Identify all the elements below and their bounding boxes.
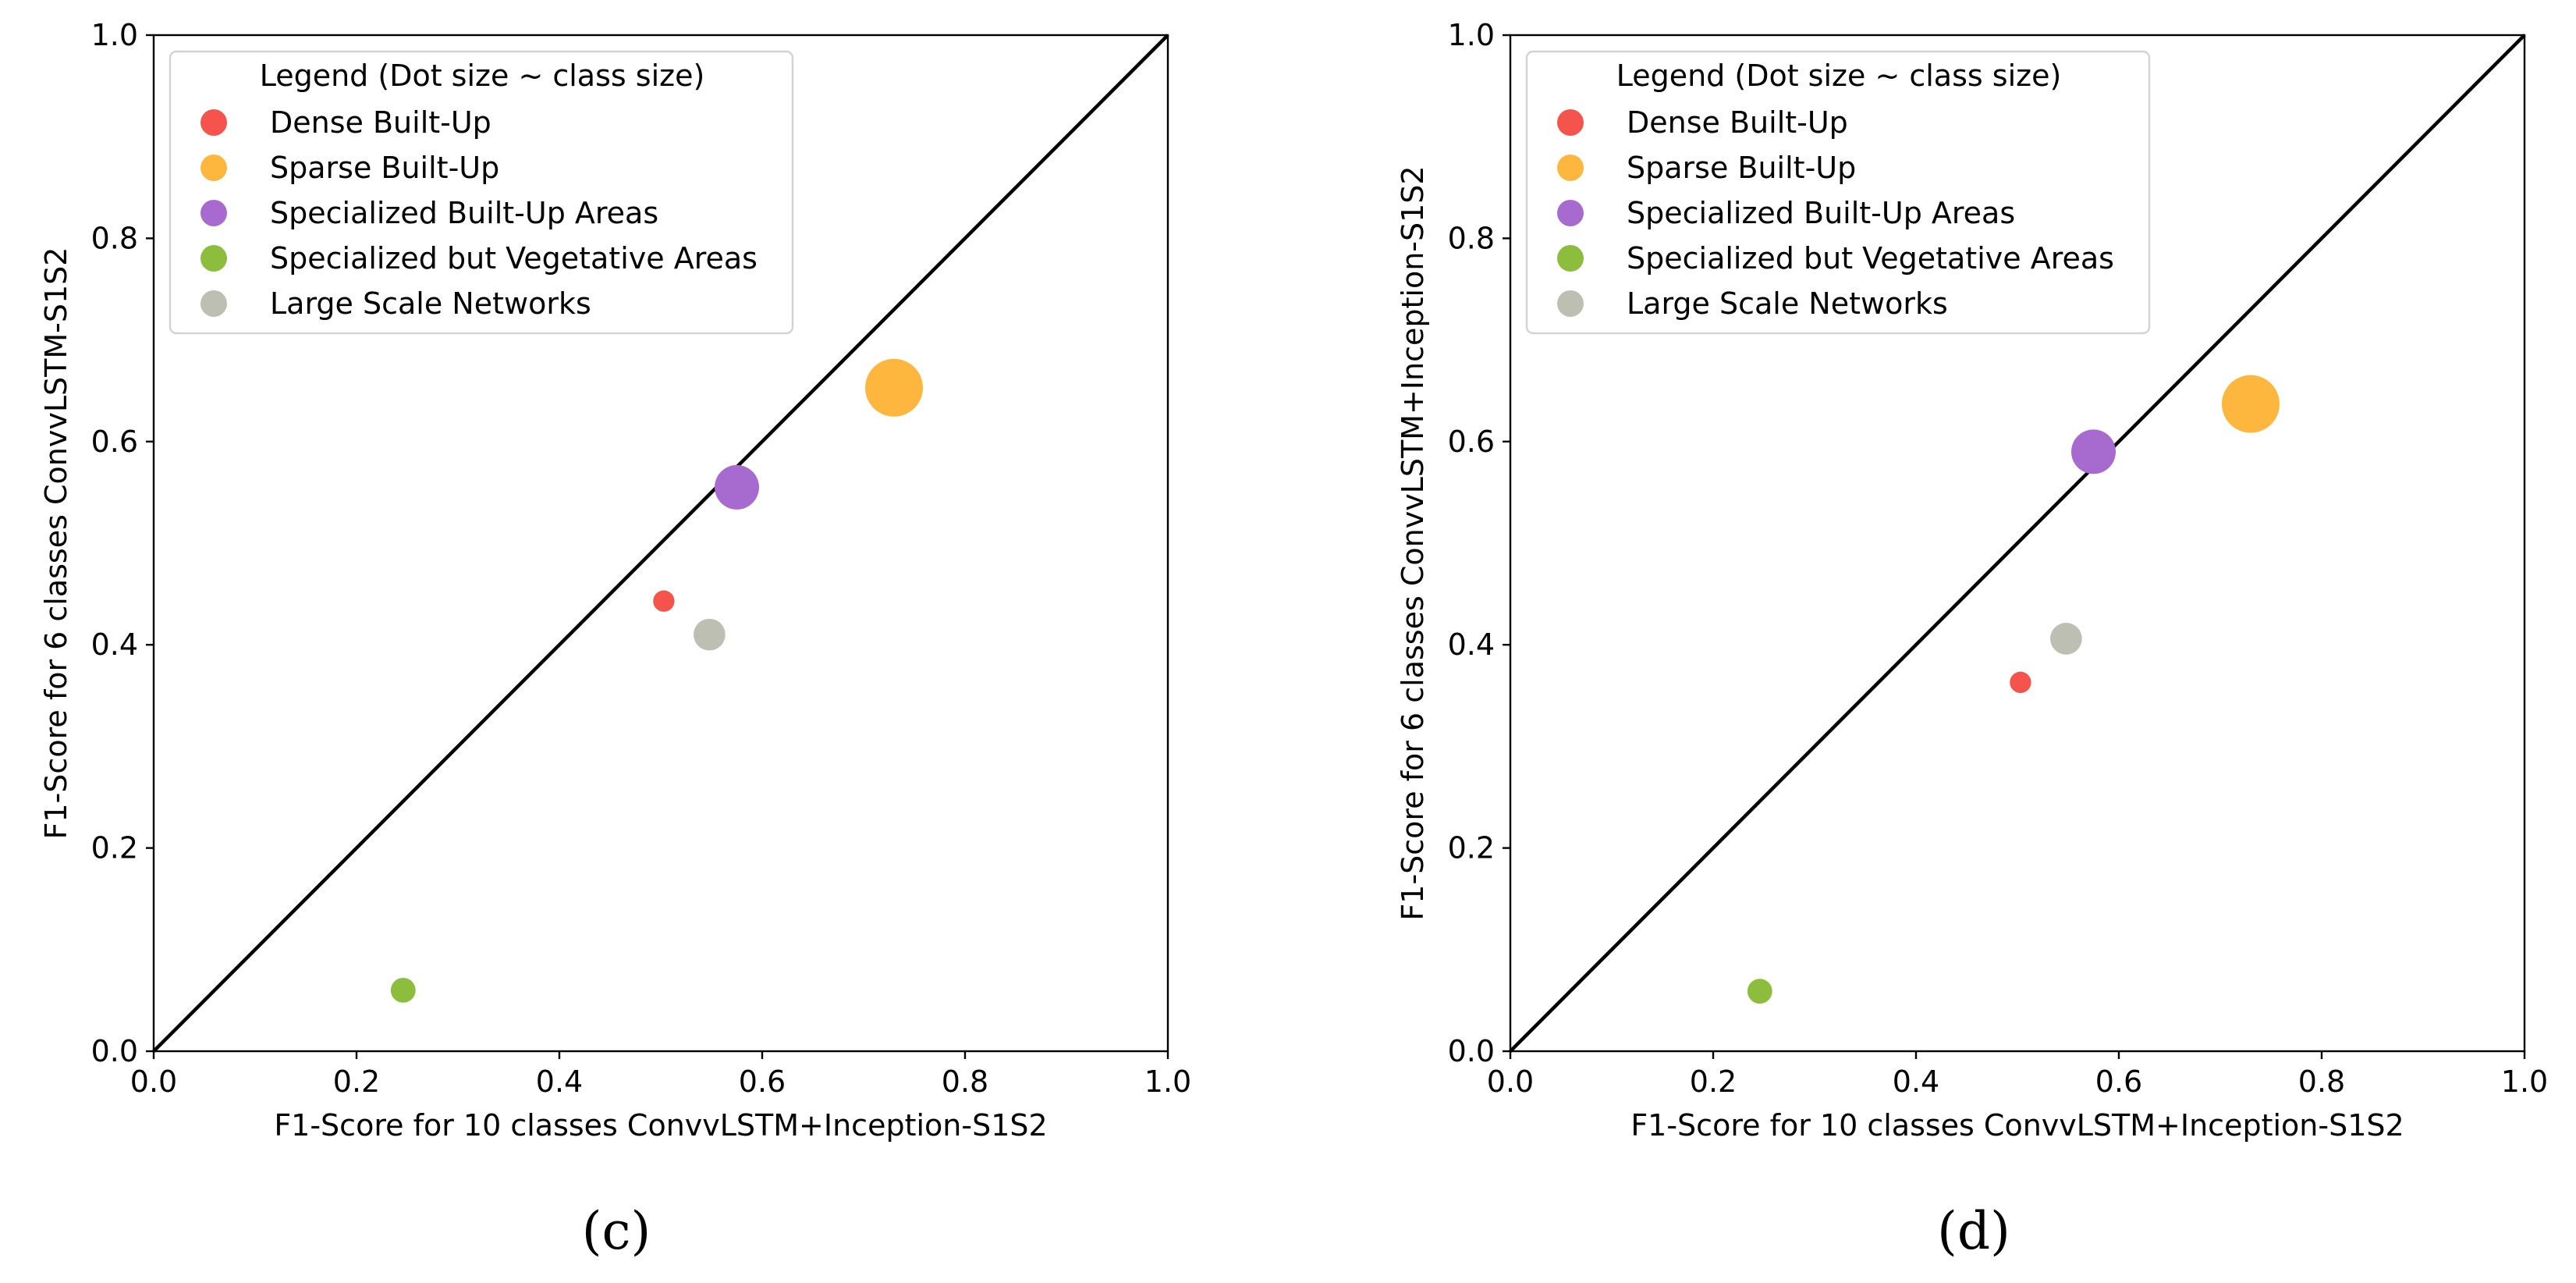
chart-panel-c: (c) 0.0 0.2 0.4 0.6 0.8 1.0 0.0 0.2 0.4 0.6 0.8 1.0… [39,18,1191,1261]
x-tick-label: 0.0 [1487,1064,1534,1099]
y-tick-label: 0.0 [91,1034,138,1068]
y-tick-label: 0.2 [91,831,138,865]
legend-marker [200,155,227,181]
y-tick-label: 0.6 [1448,425,1495,459]
legend-entry-label: Dense Built-Up [270,105,491,140]
data-point-dense-built-up [653,590,675,612]
y-tick-label: 0.4 [1448,627,1495,662]
legend-entry-label: Specialized Built-Up Areas [1627,196,2015,230]
legend-marker [1557,200,1584,226]
legend-title: Legend (Dot size ~ class size) [1616,59,2062,93]
legend-entry-label: Specialized Built-Up Areas [270,196,658,230]
x-axis-label: F1-Score for 10 classes ConvvLSTM+Incept… [274,1108,1047,1143]
legend-marker [200,200,227,226]
data-point-large-scale-networks [694,618,726,651]
x-tick-label: 0.6 [2095,1064,2142,1099]
legend-marker [200,245,227,272]
data-point-specialized-but-vegetative-areas [1747,979,1772,1004]
y-axis-label: F1-Score for 6 classes ConvvLSTM-S1S2 [39,247,73,840]
y-tick-label: 1.0 [91,18,138,52]
data-point-specialized-built-up-areas [715,464,759,510]
diagonal-reference-line [152,34,1169,1053]
legend-entry-label: Large Scale Networks [1627,286,1948,321]
x-tick-label: 1.0 [1144,1064,1191,1099]
legend-marker [1557,109,1584,136]
x-tick-label: 0.6 [739,1064,786,1099]
legend-box [169,50,794,335]
legend-marker [1557,245,1584,272]
legend-box [1525,50,2151,335]
x-tick-label: 0.2 [1690,1064,1737,1099]
diagonal-reference-line [1509,34,2526,1053]
y-tick-label: 0.8 [91,221,138,255]
x-tick-label: 0.8 [942,1064,988,1099]
legend-marker [1557,290,1584,317]
legend-marker [1557,155,1584,181]
y-tick-label: 0.0 [1448,1034,1495,1068]
plot-frame [1509,34,2526,1053]
legend-entry-label: Sparse Built-Up [270,151,499,185]
plot-frame [152,34,1169,1053]
legend-entry-label: Large Scale Networks [270,286,591,321]
legend-entry-label: Specialized but Vegetative Areas [270,241,758,275]
y-tick-label: 0.8 [1448,221,1495,255]
y-axis-label: F1-Score for 6 classes ConvvLSTM+Incepti… [1396,165,1430,920]
x-tick-label: 0.8 [2298,1064,2345,1099]
data-point-specialized-but-vegetative-areas [390,977,416,1003]
y-tick-label: 0.6 [91,425,138,459]
x-tick-label: 0.2 [333,1064,380,1099]
data-point-large-scale-networks [2050,623,2082,655]
y-tick-label: 0.2 [1448,831,1495,865]
chart-panel-d: (d) 0.0 0.2 0.4 0.6 0.8 1.0 0.0 0.2 0.4 0.6 0.8 1.0… [1396,18,2548,1261]
legend-marker [200,109,227,136]
data-point-dense-built-up [2010,671,2031,694]
panel-caption: (d) [1937,1201,2010,1261]
x-tick-label: 0.4 [1893,1064,1939,1099]
x-tick-label: 1.0 [2501,1064,2548,1099]
data-point-specialized-built-up-areas [2071,429,2116,474]
legend-title: Legend (Dot size ~ class size) [260,59,705,93]
data-point-sparse-built-up [2222,375,2280,433]
panel-caption: (c) [582,1201,651,1261]
x-tick-label: 0.0 [130,1064,177,1099]
legend-entry-label: Specialized but Vegetative Areas [1627,241,2114,275]
x-axis-label: F1-Score for 10 classes ConvvLSTM+Incept… [1630,1108,2404,1143]
legend-entry-label: Dense Built-Up [1627,105,1848,140]
x-tick-label: 0.4 [536,1064,583,1099]
y-tick-label: 0.4 [91,627,138,662]
legend-marker [200,290,227,317]
y-tick-label: 1.0 [1448,18,1495,52]
legend-entry-label: Sparse Built-Up [1627,151,1856,185]
data-point-sparse-built-up [865,358,923,417]
